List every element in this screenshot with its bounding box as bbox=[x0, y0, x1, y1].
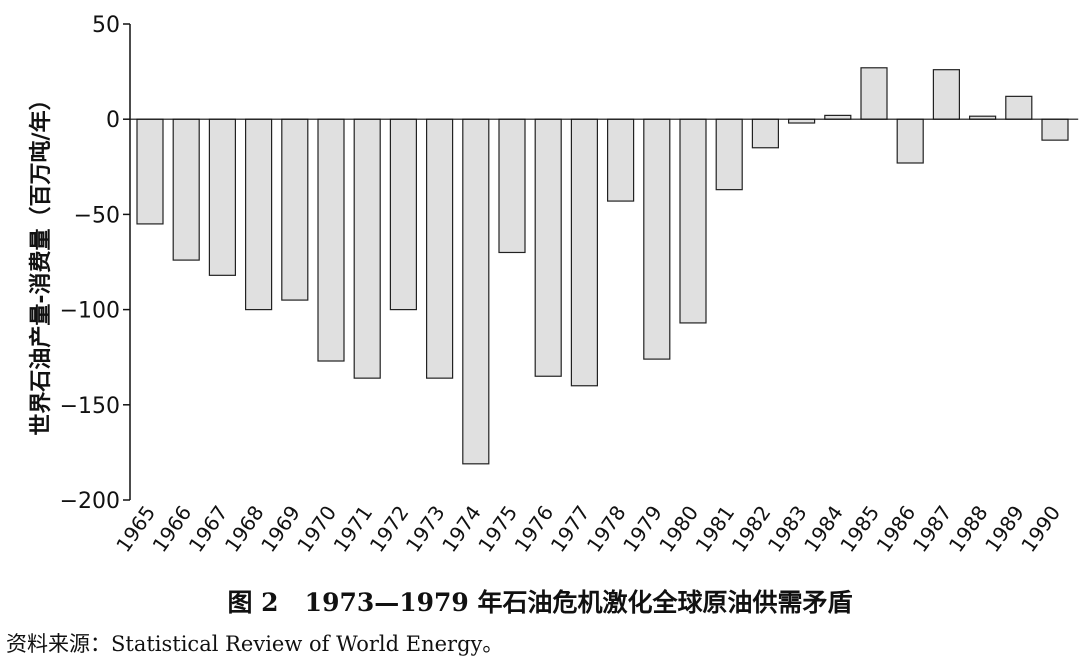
bar-1975 bbox=[498, 118, 526, 254]
bar-1974 bbox=[462, 118, 490, 465]
bar-1968 bbox=[245, 118, 273, 311]
x-tick-label: 1971 bbox=[328, 501, 377, 556]
x-tick-label: 1969 bbox=[256, 501, 305, 556]
x-tick-label: 1978 bbox=[582, 501, 631, 556]
bar-1990 bbox=[1041, 118, 1069, 141]
x-tick-label: 1986 bbox=[871, 501, 920, 556]
x-tick-label: 1975 bbox=[473, 501, 522, 556]
x-tick-label: 1989 bbox=[980, 501, 1029, 556]
bar-1989 bbox=[1005, 95, 1033, 120]
bar-1977 bbox=[570, 118, 599, 387]
y-tick-label: −150 bbox=[60, 394, 120, 419]
x-tick-label: 1972 bbox=[365, 501, 414, 556]
x-tick-label: 1980 bbox=[654, 501, 703, 556]
x-axis-labels: 1965196619671968196919701971197219731974… bbox=[111, 501, 1065, 556]
bars bbox=[136, 67, 1069, 465]
bar-1985 bbox=[860, 67, 888, 120]
bar-1969 bbox=[281, 118, 309, 301]
bar-1972 bbox=[389, 118, 417, 311]
bar-1982 bbox=[751, 118, 780, 149]
x-tick-label: 1990 bbox=[1016, 501, 1065, 556]
x-tick-label: 1966 bbox=[147, 501, 196, 556]
bar-1965 bbox=[136, 118, 164, 225]
x-tick-label: 1977 bbox=[546, 501, 595, 556]
bar-1970 bbox=[317, 118, 345, 362]
x-tick-label: 1982 bbox=[727, 501, 776, 556]
x-tick-label: 1968 bbox=[220, 501, 269, 556]
bar-1966 bbox=[172, 118, 200, 261]
x-tick-label: 1984 bbox=[799, 501, 848, 556]
x-tick-label: 1976 bbox=[509, 501, 558, 556]
y-axis: 50 0 −50 −100 −150 −200 bbox=[60, 13, 131, 514]
figure-caption: 图 2 1973—1979 年石油危机激化全球原油供需矛盾 bbox=[0, 583, 1080, 619]
x-tick-label: 1983 bbox=[763, 501, 812, 556]
y-axis-title: 世界石油产量-消费量（百万吨/年） bbox=[28, 88, 54, 435]
caption-label: 图 2 bbox=[227, 588, 279, 617]
x-tick-label: 1979 bbox=[618, 501, 667, 556]
bar-1986 bbox=[896, 118, 924, 164]
bar-1980 bbox=[679, 118, 707, 324]
bar-1967 bbox=[208, 118, 236, 276]
bar-1978 bbox=[606, 118, 635, 202]
bar-1973 bbox=[426, 118, 454, 379]
bar-1971 bbox=[353, 118, 381, 379]
y-tick-label: 50 bbox=[92, 13, 120, 38]
bar-1987 bbox=[932, 69, 961, 120]
bar-1981 bbox=[715, 118, 743, 191]
bar-1979 bbox=[643, 118, 671, 360]
x-tick-label: 1974 bbox=[437, 501, 486, 556]
x-tick-label: 1987 bbox=[908, 501, 957, 556]
y-tick-label: −200 bbox=[60, 489, 120, 514]
x-tick-label: 1970 bbox=[292, 501, 341, 556]
source-note: 资料来源：Statistical Review of World Energy。 bbox=[6, 632, 504, 656]
y-tick-label: −100 bbox=[60, 299, 120, 324]
x-tick-label: 1973 bbox=[401, 501, 450, 556]
x-tick-label: 1985 bbox=[835, 501, 884, 556]
x-tick-label: 1967 bbox=[184, 501, 233, 556]
bar-chart: 50 0 −50 −100 −150 −200 196519661967196819691… bbox=[28, 13, 1079, 557]
caption-text: 1973—1979 年石油危机激化全球原油供需矛盾 bbox=[304, 588, 853, 617]
x-tick-label: 1981 bbox=[690, 501, 739, 556]
bar-1976 bbox=[534, 118, 562, 377]
x-tick-label: 1988 bbox=[944, 501, 993, 556]
y-tick-label: −50 bbox=[74, 203, 120, 228]
y-tick-label: 0 bbox=[106, 108, 120, 133]
